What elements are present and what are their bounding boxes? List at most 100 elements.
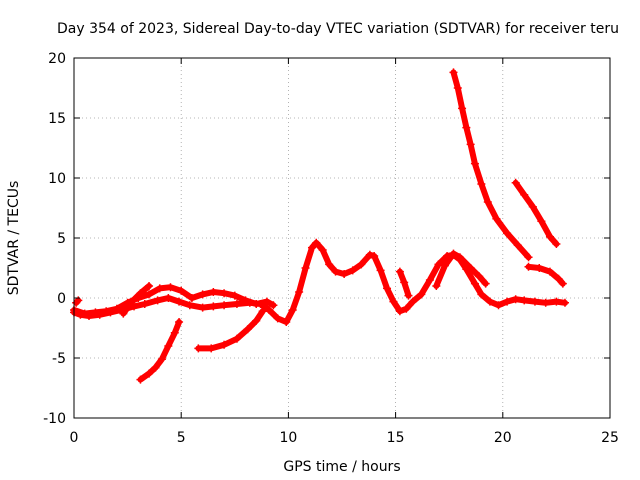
data-point [348, 266, 357, 275]
data-point [269, 301, 278, 310]
data-point [481, 279, 490, 288]
data-point [325, 260, 334, 269]
data-point [140, 300, 149, 308]
data-point [282, 318, 291, 326]
y-tick-label: -5 [52, 351, 66, 367]
series-tail-curve [525, 263, 566, 287]
data-point [177, 286, 186, 295]
data-point [340, 270, 349, 278]
tick-layer: 0 5 10 15 20 25 -10 -5 0 5 10 15 20 [43, 51, 619, 446]
x-tick-label: 10 [279, 430, 297, 446]
data-point [170, 328, 179, 337]
data-point [243, 325, 252, 334]
data-point [370, 252, 379, 260]
data-point [155, 284, 164, 293]
data-point [102, 307, 111, 316]
data-point [153, 296, 162, 305]
data-point [475, 272, 484, 281]
series-falling-curve-1 [450, 69, 532, 261]
data-point [220, 289, 229, 298]
y-tick-label: 20 [48, 51, 66, 67]
y-tick-label: 5 [57, 231, 66, 247]
data-point [265, 306, 274, 314]
data-point [395, 307, 404, 316]
data-point [485, 297, 494, 306]
data-point [194, 344, 203, 353]
x-tick-label: 20 [494, 430, 512, 446]
data-point [312, 238, 321, 247]
y-tick-label: 15 [48, 111, 66, 127]
data-point [449, 249, 458, 258]
data-point [466, 140, 475, 149]
data-point [554, 274, 563, 283]
data-point [252, 316, 261, 325]
data-point [383, 284, 392, 293]
data-point [301, 264, 310, 272]
data-point [241, 296, 250, 305]
data-point [232, 300, 241, 308]
x-axis-label: GPS time / hours [283, 459, 400, 475]
data-point [408, 297, 417, 306]
data-point [462, 123, 471, 132]
data-point [552, 240, 561, 248]
data-point [552, 297, 561, 306]
data-point [232, 334, 241, 343]
data-point [545, 267, 554, 276]
data-point [417, 290, 426, 299]
data-point [530, 297, 539, 306]
data-point [395, 267, 404, 276]
data-point [185, 301, 194, 310]
y-tick-label: 10 [48, 171, 66, 187]
chart-title: Day 354 of 2023, Sidereal Day-to-day VTE… [57, 21, 619, 37]
data-point [524, 253, 533, 262]
data-point [164, 294, 173, 302]
data-point [376, 266, 385, 275]
data-point [537, 217, 546, 226]
grid-layer [74, 58, 610, 418]
y-tick-label: -10 [43, 411, 66, 427]
data-point [494, 301, 503, 310]
data-point [209, 288, 218, 296]
x-tick-label: 15 [387, 430, 405, 446]
data-point [545, 232, 554, 241]
data-point [389, 297, 398, 306]
data-point [440, 261, 449, 270]
data-point [207, 344, 216, 353]
series-lower-branch-1 [137, 319, 183, 383]
data-point [458, 104, 467, 113]
data-point [558, 279, 567, 288]
data-point [331, 267, 340, 276]
data-point [157, 355, 166, 364]
data-point [400, 278, 409, 287]
x-tick-label: 5 [177, 430, 186, 446]
data-point [220, 301, 229, 310]
data-point [357, 260, 366, 269]
data-point [402, 304, 411, 313]
series-early-spike [120, 283, 152, 317]
data-point [220, 340, 229, 349]
data-point [470, 279, 479, 288]
data-point [503, 229, 512, 238]
data-point [119, 309, 128, 318]
data-point [404, 291, 413, 300]
data-point [230, 291, 239, 300]
data-point [295, 288, 304, 296]
data-point [136, 375, 145, 384]
data-point [164, 342, 173, 350]
data-point [524, 262, 533, 271]
data-point [432, 282, 441, 290]
data-point [151, 363, 160, 372]
data-point [209, 302, 218, 311]
data-point [288, 306, 297, 314]
data-point [166, 283, 175, 292]
data-point [477, 290, 486, 299]
y-tick-label: 0 [57, 291, 66, 307]
data-point [434, 260, 443, 269]
data-point [520, 296, 529, 305]
data-point [175, 297, 184, 306]
data-point [145, 290, 154, 299]
series-layer [70, 68, 569, 384]
series-main [71, 239, 568, 325]
data-point [252, 300, 261, 308]
